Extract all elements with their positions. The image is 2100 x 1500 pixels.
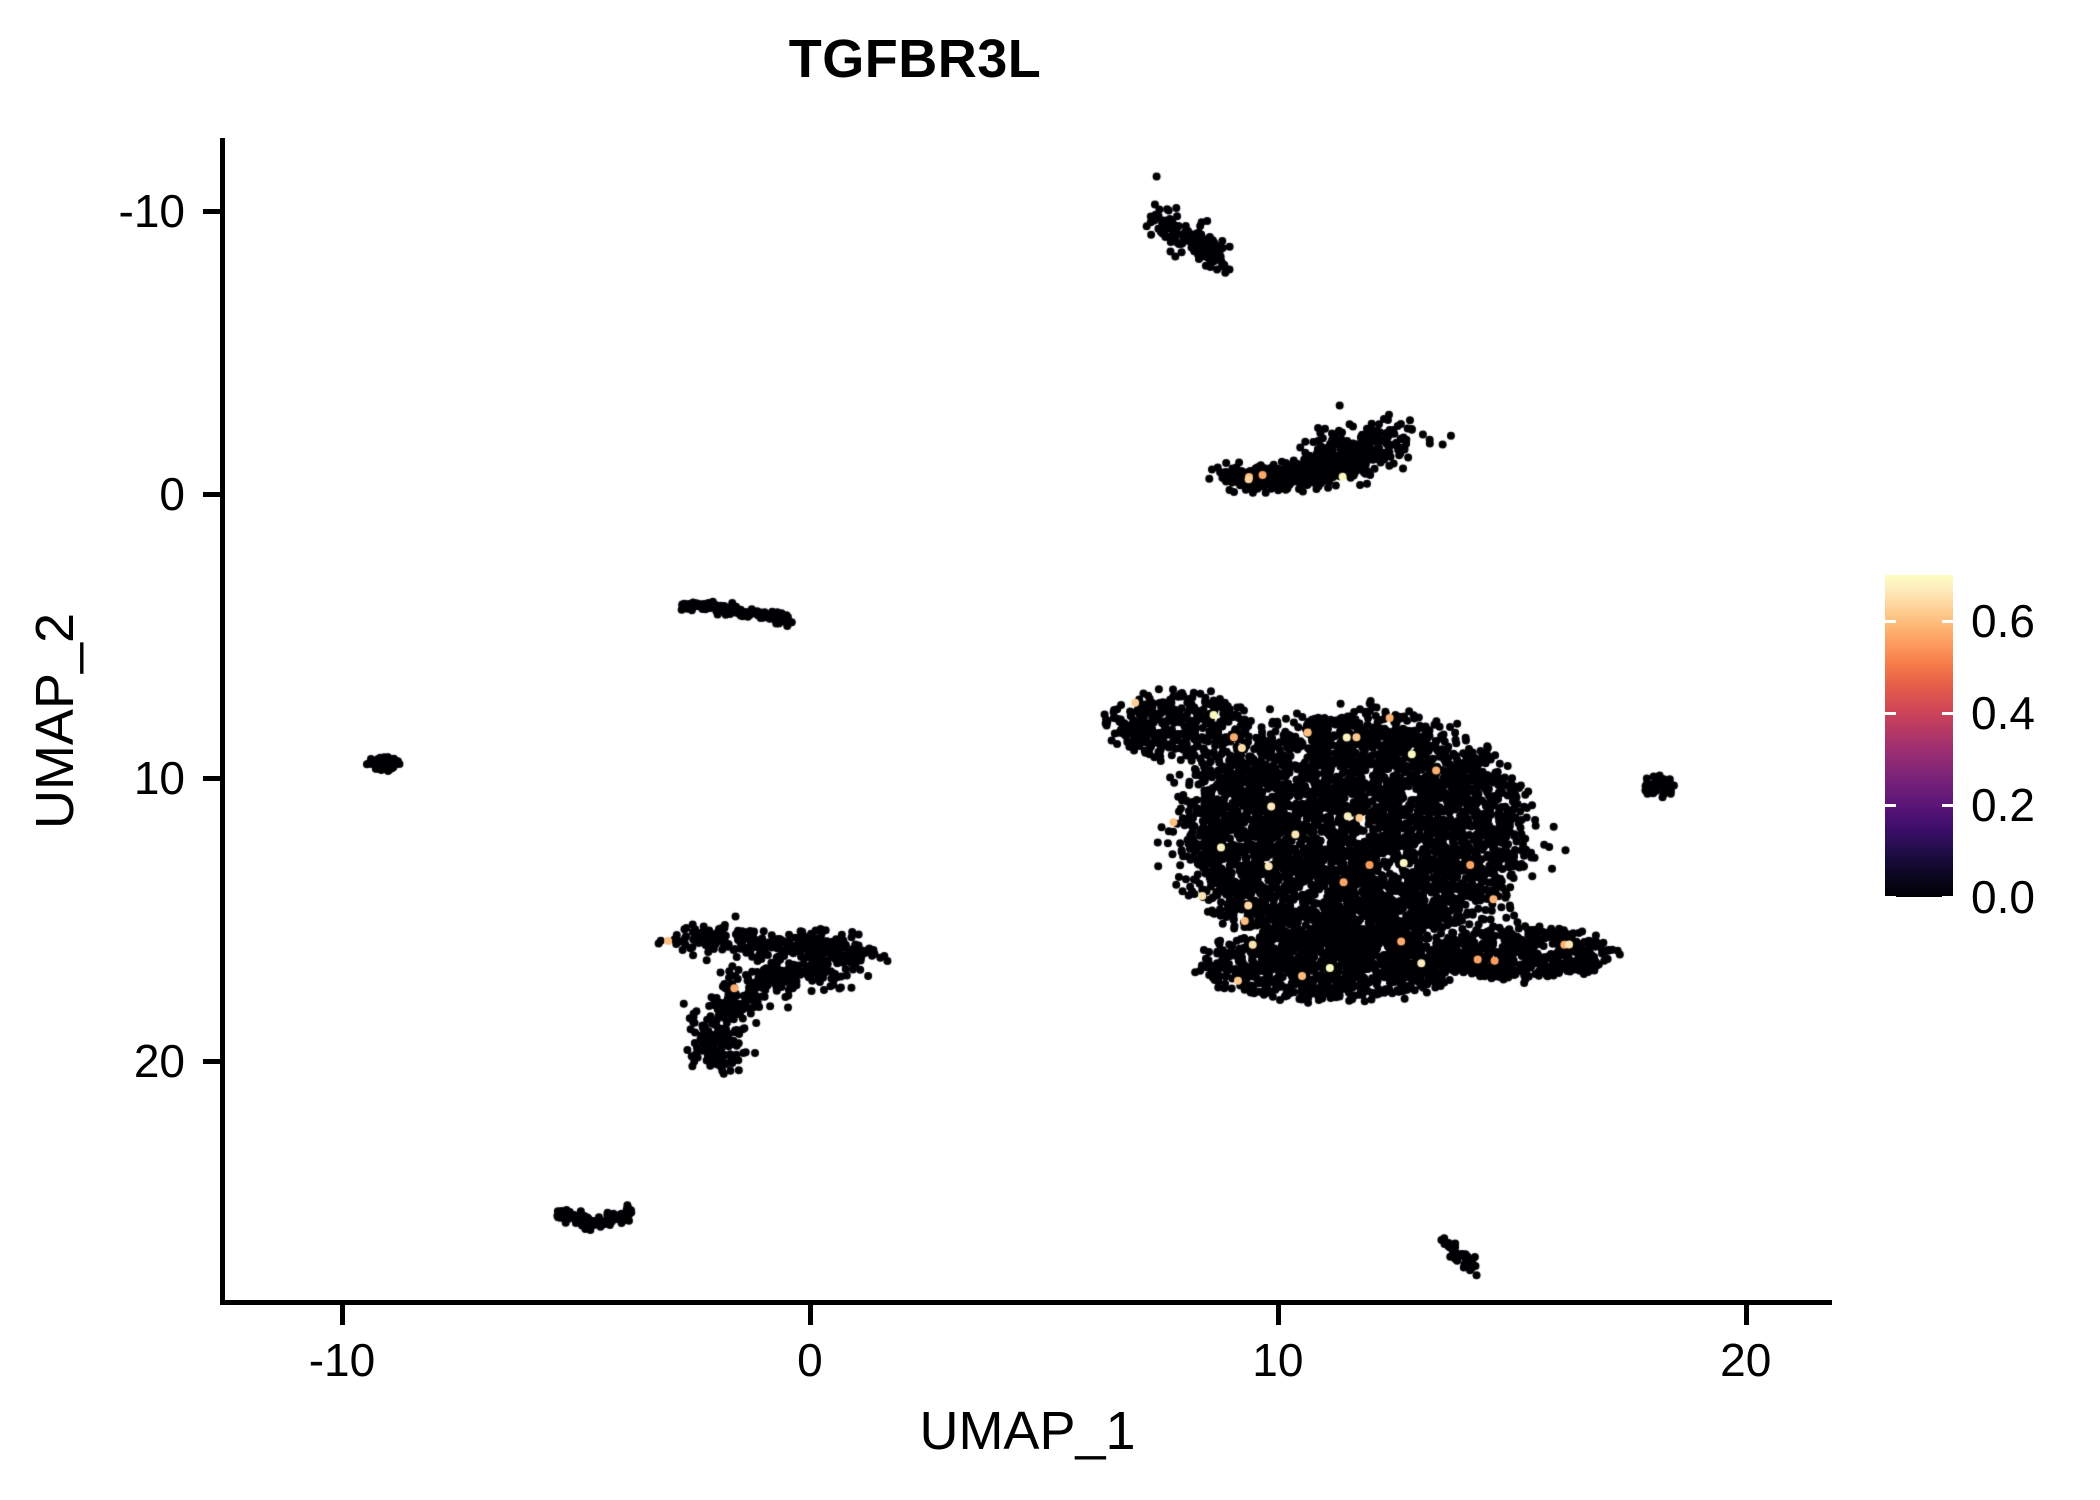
colorbar-label: 0.0	[1971, 871, 2035, 923]
colorbar-tick-mark	[1942, 619, 1953, 623]
x-tick-label: 0	[797, 1334, 823, 1386]
y-tick-mark	[203, 775, 223, 781]
y-tick-label: 0	[159, 468, 185, 521]
page-title: TGFBR3L	[788, 29, 1042, 89]
umap-scatter-canvas[interactable]	[225, 140, 1830, 1302]
colorbar-label: 0.4	[1971, 687, 2035, 739]
colorbar-gradient	[1885, 575, 1953, 897]
x-axis-line	[220, 1300, 1832, 1305]
colorbar-tick-mark	[1885, 803, 1896, 807]
y-tick-label: -10	[118, 184, 185, 237]
x-tick-mark	[1275, 1305, 1281, 1325]
scatter-plot-panel[interactable]	[225, 140, 1830, 1302]
x-tick-label: 20	[1720, 1334, 1772, 1386]
expression-colorbar-legend: 0.6 0.4 0.2 0.0	[1885, 575, 2085, 920]
y-axis-title: UMAP_2	[25, 612, 85, 830]
colorbar-label: 0.2	[1971, 779, 2035, 831]
x-axis-title: UMAP_1	[919, 1401, 1136, 1461]
x-tick-mark	[807, 1305, 813, 1325]
colorbar-tick-mark	[1942, 895, 1953, 899]
colorbar-tick-mark	[1885, 895, 1896, 899]
x-tick-mark	[339, 1305, 345, 1325]
y-tick-label: 10	[133, 751, 185, 804]
y-tick-mark	[203, 208, 223, 214]
colorbar-tick-mark	[1942, 803, 1953, 807]
colorbar-tick-mark	[1885, 711, 1896, 715]
y-tick-label: 20	[133, 1035, 185, 1088]
y-tick-mark	[203, 1059, 223, 1065]
x-tick-mark	[1743, 1305, 1749, 1325]
x-tick-label: -10	[308, 1334, 376, 1386]
x-tick-label: 10	[1252, 1334, 1304, 1386]
y-tick-mark	[203, 492, 223, 498]
colorbar-label: 0.6	[1971, 595, 2035, 647]
colorbar-tick-mark	[1885, 619, 1896, 623]
colorbar-tick-mark	[1942, 711, 1953, 715]
y-axis-line	[220, 138, 225, 1305]
